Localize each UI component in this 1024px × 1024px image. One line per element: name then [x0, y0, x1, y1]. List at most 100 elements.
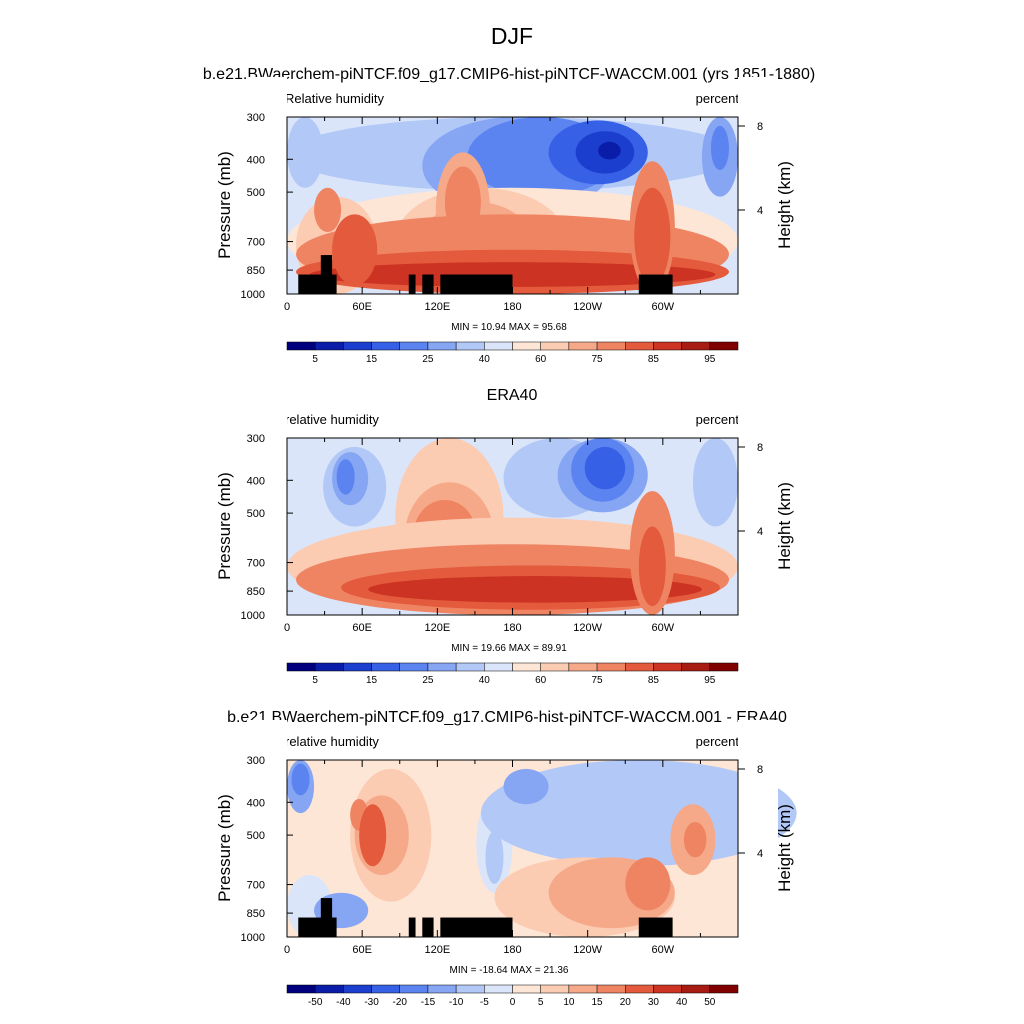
- contour-region: [503, 768, 549, 805]
- stats-label: MIN = 10.94 MAX = 95.68: [451, 322, 567, 333]
- colorbar-label: 15: [366, 354, 378, 365]
- x-axis: 0 60E 120E 180 120W 60W: [284, 117, 739, 313]
- colorbar-label: 75: [592, 354, 604, 365]
- colorbar-swatch: [596, 341, 626, 351]
- colorbar-swatch: [681, 984, 711, 994]
- x-tick-label: 120E: [424, 622, 450, 634]
- colorbar-label: 0: [510, 997, 516, 1008]
- topography-block: [440, 274, 513, 294]
- colorbar-swatch: [399, 984, 429, 994]
- colorbar-swatch: [427, 984, 457, 994]
- y-tick-label: 300: [247, 755, 265, 767]
- y-tick-label: 400: [247, 797, 265, 809]
- contour-region: [336, 459, 355, 495]
- topography-block: [638, 274, 673, 294]
- colorbar-label: -20: [393, 997, 408, 1008]
- contour-region: [692, 438, 738, 527]
- colorbar-swatch: [709, 341, 739, 351]
- colorbar-swatch: [455, 341, 485, 351]
- contour-region: [332, 214, 378, 286]
- y-tick-label: 1000: [241, 932, 265, 944]
- figure-title: DJF: [491, 23, 533, 49]
- x-tick-label: 60E: [352, 622, 372, 634]
- contour-region: [638, 526, 666, 607]
- y-tick-label: 500: [247, 187, 265, 199]
- y-tick-label: 300: [247, 112, 265, 124]
- colorbar-swatch: [681, 662, 711, 672]
- colorbar: -50 -40 -30 -20 -15 -10 -5 0 5 10 15 20 30 40 50: [286, 984, 739, 1008]
- colorbar-label: 60: [535, 354, 547, 365]
- colorbar-swatch: [512, 984, 541, 994]
- colorbar-swatch: [540, 662, 570, 672]
- colorbar-swatch: [568, 341, 598, 351]
- colorbar-label: 10: [563, 997, 575, 1008]
- topography-block: [638, 917, 673, 937]
- contour-region: [598, 141, 621, 160]
- y-tick-label: 400: [247, 154, 265, 166]
- stats-label: MIN = -18.64 MAX = 21.36: [450, 965, 569, 976]
- x-tick-label: 180: [503, 622, 521, 634]
- panel-left-label: relative humidity: [285, 734, 379, 749]
- colorbar-swatch: [484, 662, 513, 672]
- colorbar-label: 85: [648, 354, 660, 365]
- y-tick-label: 850: [247, 265, 265, 277]
- y-tick-label: 700: [247, 237, 265, 249]
- y-tick-label: 1000: [241, 289, 265, 301]
- y2-tick-label: 4: [757, 205, 763, 217]
- x-tick-label: 120W: [573, 622, 602, 634]
- y-tick-label: 850: [247, 586, 265, 598]
- contour-region: [584, 446, 626, 490]
- colorbar-swatch: [314, 662, 344, 672]
- panel-title: b.e21.BWaerchem-piNTCF.f09_g17.CMIP6-his…: [227, 709, 787, 726]
- x-tick-label: 60W: [652, 944, 675, 956]
- topography-block: [422, 917, 434, 937]
- colorbar-swatch: [512, 341, 541, 351]
- topography-block: [440, 917, 513, 937]
- colorbar-swatch: [343, 662, 372, 672]
- x-tick-label: 60E: [352, 944, 372, 956]
- y-tick-label: 700: [247, 558, 265, 570]
- colorbar-label: 15: [366, 675, 378, 686]
- contour-fill: [247, 77, 778, 334]
- x-tick-label: 0: [284, 301, 290, 313]
- y-tick-label: 400: [247, 475, 265, 487]
- y-axis-title: Pressure (mb): [215, 151, 234, 259]
- y2-axis-title: Height (km): [775, 804, 794, 892]
- colorbar-swatch: [484, 984, 513, 994]
- colorbar-swatch: [399, 662, 429, 672]
- colorbar-swatch: [371, 341, 400, 351]
- topography: [298, 255, 673, 294]
- colorbar-swatch: [484, 341, 513, 351]
- y2-axis: 84: [738, 764, 763, 860]
- colorbar-label: -10: [449, 997, 464, 1008]
- contour-fill: [247, 720, 797, 977]
- colorbar-swatch: [455, 984, 485, 994]
- y-tick-label: 300: [247, 433, 265, 445]
- panel-right-label: percent: [696, 412, 740, 427]
- panel-right-label: percent: [696, 734, 740, 749]
- colorbar-label: 60: [535, 675, 547, 686]
- x-axis: 0 60E 120E 180 120W 60W: [284, 438, 739, 634]
- contour-region: [314, 187, 342, 233]
- colorbar-label: 25: [422, 354, 434, 365]
- colorbar-swatch: [399, 341, 429, 351]
- plot-area: [247, 398, 778, 655]
- y-axis: 300 400 500 700 850 1000: [241, 112, 293, 301]
- y2-tick-label: 8: [757, 442, 763, 454]
- x-tick-label: 60E: [352, 301, 372, 313]
- colorbar-swatch: [653, 984, 682, 994]
- y2-axis-title: Height (km): [775, 482, 794, 570]
- contour-region: [485, 830, 504, 884]
- colorbar-swatch: [625, 662, 654, 672]
- colorbar-swatch: [427, 341, 457, 351]
- contour-region: [634, 187, 671, 286]
- x-tick-label: 180: [503, 944, 521, 956]
- x-tick-label: 180: [503, 301, 521, 313]
- stats-label: MIN = 19.66 MAX = 89.91: [451, 643, 567, 654]
- colorbar-swatch: [427, 662, 457, 672]
- colorbar-label: 95: [704, 354, 716, 365]
- topography-block: [408, 917, 416, 937]
- panel-left-label: relative humidity: [285, 412, 379, 427]
- x-tick-label: 0: [284, 622, 290, 634]
- colorbar-label: -40: [336, 997, 351, 1008]
